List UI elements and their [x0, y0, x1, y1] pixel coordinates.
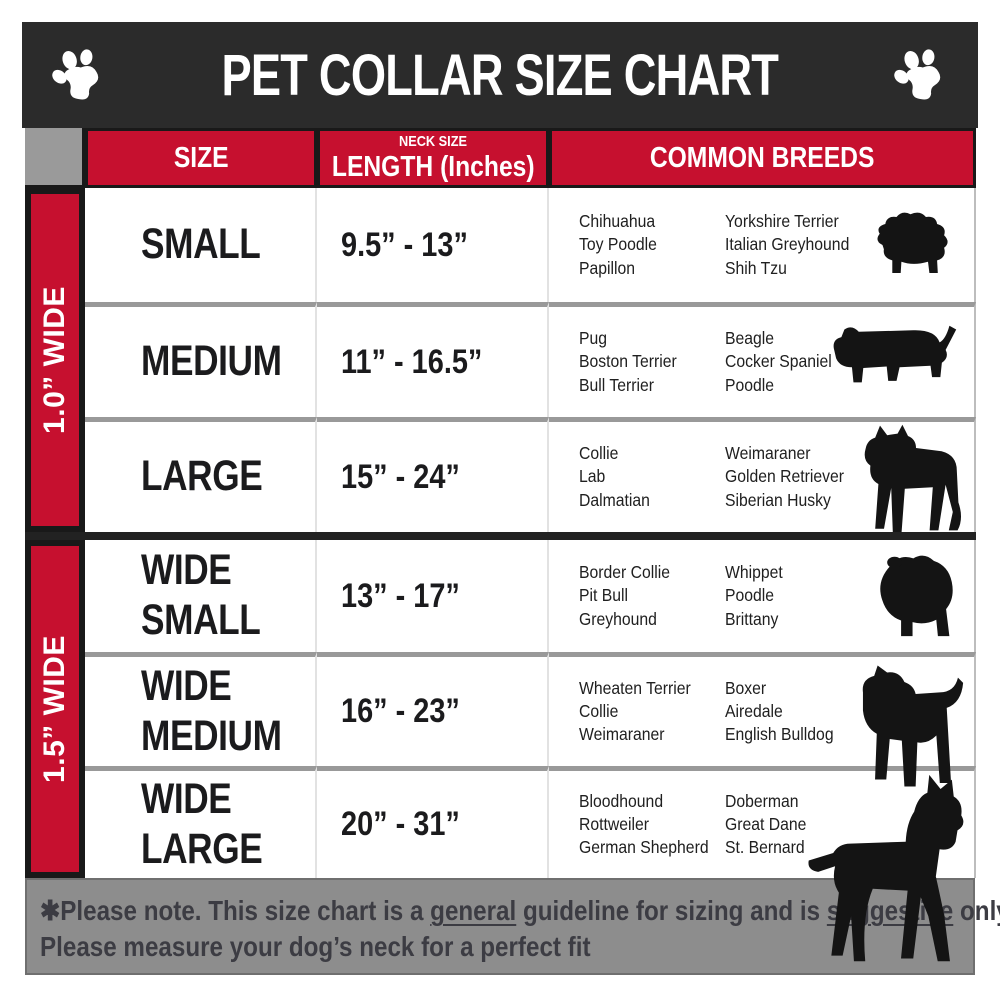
size-chart-table: SIZE NECK SIZE LENGTH (Inches) COMMON BR…	[25, 128, 976, 962]
breeds-cell-medium: Pug Boston Terrier Bull Terrier Beagle Cock…	[549, 302, 976, 417]
section-bar-1-inch-wide: 1.0” WIDE	[25, 188, 85, 532]
title-band: PET COLLAR SIZE CHART	[22, 22, 978, 128]
size-cell-large: LARGE	[85, 417, 317, 532]
length-cell-wide-large: 20” - 31”	[317, 766, 549, 878]
size-cell-wide-medium: WIDE MEDIUM	[85, 652, 317, 766]
breeds-cell-wide-small: Border Collie Pit Bull Greyhound Whippet Po…	[549, 540, 976, 652]
column-header-size: SIZE	[85, 128, 317, 188]
size-cell-small: SMALL	[85, 188, 317, 302]
german-shepherd-dog-icon	[852, 424, 964, 536]
doberman-dog-icon	[800, 773, 970, 966]
section-divider	[25, 532, 976, 540]
footer-note-line1: ✱Please note. This size chart is a gener…	[40, 893, 1000, 929]
column-header-length: NECK SIZE LENGTH (Inches)	[317, 128, 549, 188]
length-cell-small: 9.5” - 13”	[317, 188, 549, 302]
breeds-cell-wide-medium: Wheaten Terrier Collie Weimaraner Boxer Air…	[549, 652, 976, 787]
size-cell-medium: MEDIUM	[85, 302, 317, 417]
length-cell-wide-small: 13” - 17”	[317, 540, 549, 652]
breeds-cell-small: Chihuahua Toy Poodle Papillon Yorkshire Te…	[549, 188, 976, 302]
footer-note-line2: Please measure your dog’s neck for a per…	[40, 931, 591, 963]
column-header-breeds: COMMON BREEDS	[549, 128, 976, 188]
breeds-cell-wide-large: Bloodhound Rottweiler German Shepherd Dobe…	[549, 766, 976, 962]
length-cell-large: 15” - 24”	[317, 417, 549, 532]
corner-cell	[25, 128, 85, 188]
breeds-cell-large: Collie Lab Dalmatian Weimaraner Golden Retr…	[549, 417, 976, 532]
section-bar-1-5-inch-wide: 1.5” WIDE	[25, 540, 85, 878]
length-cell-medium: 11” - 16.5”	[317, 302, 549, 417]
footer-underlined-word: general	[430, 895, 517, 926]
size-cell-wide-large: WIDE LARGE	[85, 766, 317, 878]
page-title: PET COLLAR SIZE CHART	[221, 42, 779, 108]
paw-print-icon	[892, 48, 948, 100]
footer-text: only.	[959, 895, 1000, 926]
footer-text: ✱Please note. This size chart is a	[40, 895, 431, 926]
bulldog-dog-icon	[870, 550, 960, 642]
shih-tzu-dog-icon	[868, 210, 960, 280]
size-cell-wide-small: WIDE SMALL	[85, 540, 317, 652]
footer-text: guideline for sizing and is	[516, 895, 827, 926]
pit-bull-dog-icon	[850, 662, 964, 790]
paw-print-icon	[50, 48, 106, 100]
beagle-dog-icon	[824, 324, 960, 400]
length-cell-wide-medium: 16” - 23”	[317, 652, 549, 766]
